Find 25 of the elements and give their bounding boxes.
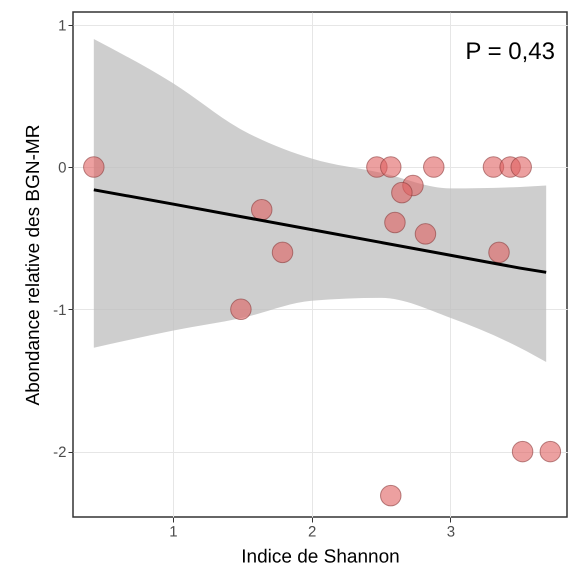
point (510, 156, 532, 178)
x-tick-label: 3 (446, 524, 456, 540)
point (272, 242, 294, 264)
x-tick-label: 1 (169, 524, 178, 540)
point (540, 440, 562, 462)
point (384, 212, 406, 234)
point (380, 484, 402, 506)
x-axis-title: Indice de Shannon (241, 546, 400, 568)
y-tick-label: 0 (58, 160, 66, 177)
point (83, 156, 105, 178)
y-tick-label: -2 (53, 444, 66, 462)
point (488, 242, 510, 264)
x-tick-label: 2 (308, 524, 316, 540)
y-tick-label: 1 (58, 17, 66, 34)
point (230, 298, 252, 320)
point (414, 223, 436, 245)
y-axis-title: Abondance relative des BGN-MR (23, 124, 44, 406)
annotation: P = 0,43 (465, 38, 555, 65)
point (391, 182, 413, 204)
line-series (92, 188, 548, 274)
point (250, 199, 272, 220)
y-tick-label: -1 (53, 302, 66, 319)
point (423, 156, 445, 178)
point (380, 156, 402, 178)
point (512, 440, 534, 462)
